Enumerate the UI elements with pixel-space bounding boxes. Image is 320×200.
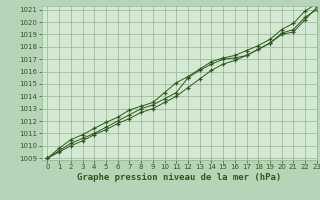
X-axis label: Graphe pression niveau de la mer (hPa): Graphe pression niveau de la mer (hPa) [77,173,281,182]
